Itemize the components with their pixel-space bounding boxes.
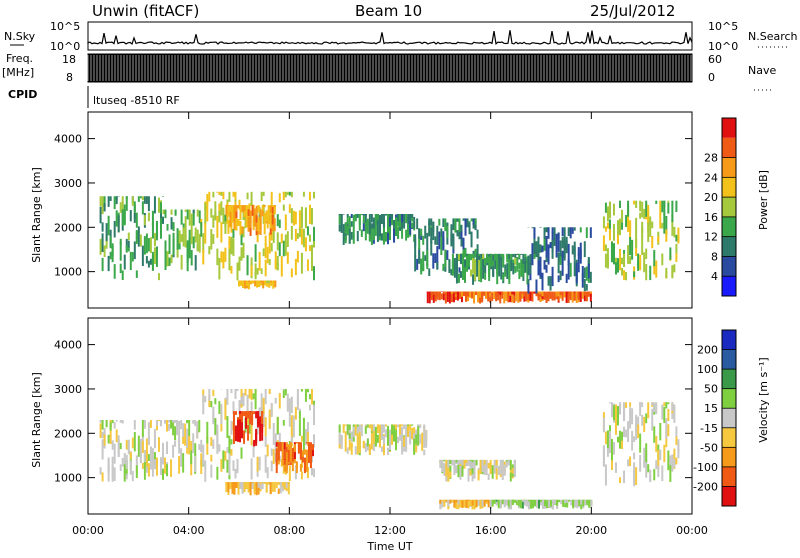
colorbar-segment: [722, 486, 736, 506]
colorbar-segment: [722, 369, 736, 389]
nsky-tick-top: 10^5: [50, 20, 80, 33]
x-tick-label: 16:00: [475, 524, 507, 537]
x-tick-label: 00:00: [676, 524, 708, 537]
y-tick-label: 1000: [54, 472, 82, 485]
power-panel-frame: [87, 111, 693, 309]
nsky-panel: [87, 21, 693, 51]
nsky-trace: [87, 30, 693, 46]
colorbar-tick-label: 4: [711, 270, 718, 283]
colorbar-segment: [722, 276, 736, 296]
power-ylabel: Slant Range [km]: [30, 167, 43, 263]
freq-tick-bottom: 8: [66, 71, 73, 84]
colorbar-segment: [722, 118, 736, 138]
nsearch-tick-bottom: 10^0: [708, 40, 738, 53]
x-tick-label: 12:00: [374, 524, 406, 537]
colorbar-segment: [722, 447, 736, 467]
velocity-colorbar: -200 -100 -50 -15 15 50 100 200: [693, 329, 737, 507]
freq-nave-trace: [87, 55, 692, 81]
colorbar-tick-label: 50: [704, 383, 718, 396]
colorbar-segment: [722, 157, 736, 178]
nsearch-tick-top: 10^5: [708, 20, 738, 33]
colorbar-tick-label: 20: [704, 191, 718, 204]
y-tick-label: 4000: [54, 339, 82, 352]
y-tick-label: 2000: [54, 221, 82, 234]
colorbar-frame: [721, 329, 737, 507]
y-tick-label: 4000: [54, 133, 82, 146]
colorbar-segment: [722, 408, 736, 428]
colorbar-segment: [722, 349, 736, 370]
colorbar-tick-label: 12: [704, 231, 718, 244]
velocity-colorbar-label: Velocity [m s⁻¹]: [757, 357, 770, 442]
y-tick-label: 1000: [54, 266, 82, 279]
header-station: Unwin (fitACF): [92, 2, 199, 20]
velocity-y-ticks: 1000 2000 3000 4000: [54, 339, 692, 485]
y-tick-label: 3000: [54, 177, 82, 190]
power-heatmap: [99, 191, 680, 304]
colorbar-tick-label: -15: [700, 422, 718, 435]
power-colorbar-label: Power [dB]: [757, 170, 770, 230]
velocity-heatmap: [99, 388, 680, 510]
x-tick-label: 08:00: [273, 524, 305, 537]
y-tick-label: 3000: [54, 383, 82, 396]
colorbar-segment: [722, 427, 736, 448]
colorbar-segment: [722, 197, 736, 217]
x-axis-label: Time UT: [366, 540, 412, 553]
colorbar-tick-label: 15: [704, 402, 718, 415]
nave-label: Nave: [748, 64, 776, 77]
header-beam: Beam 10: [355, 2, 422, 20]
power-y-ticks: 1000 2000 3000 4000: [54, 133, 692, 279]
colorbar-tick-label: 200: [697, 344, 718, 357]
freq-tick-top: 18: [62, 53, 76, 66]
freq-unit-label: [MHz]: [2, 66, 34, 79]
colorbar-segment: [722, 216, 736, 237]
nsearch-label: N.Search: [748, 30, 798, 43]
nsky-label: N.Sky: [4, 30, 36, 43]
y-tick-label: 2000: [54, 427, 82, 440]
header-date: 25/Jul/2012: [590, 2, 675, 20]
colorbar-tick-label: 24: [704, 171, 718, 184]
colorbar-segment: [722, 236, 736, 257]
colorbar-tick-label: -50: [700, 441, 718, 454]
colorbar-tick-label: -100: [693, 461, 718, 474]
nsky-line: [87, 30, 693, 46]
cpid-label: CPID: [8, 88, 37, 101]
nsky-tick-bottom: 10^0: [50, 40, 80, 53]
cpid-value: ltuseq -8510 RF: [93, 94, 180, 107]
x-tick-label: 04:00: [173, 524, 205, 537]
colorbar-segment: [722, 466, 736, 487]
colorbar-tick-label: 100: [697, 363, 718, 376]
colorbar-tick-label: -200: [693, 480, 718, 493]
nave-tick-top: 60: [708, 53, 722, 66]
colorbar-segment: [722, 177, 736, 198]
x-axis-ticks: 00:00 04:00 08:00 12:00 16:00 20:00 00:00: [72, 112, 708, 537]
freq-label: Freq.: [6, 52, 33, 65]
power-colorbar: 4 8 12 16 20 24 28: [704, 117, 737, 297]
colorbar-segment: [722, 256, 736, 277]
nave-tick-bottom: 0: [708, 71, 715, 84]
x-tick-label: 20:00: [575, 524, 607, 537]
freq-nave-panel: [87, 53, 693, 83]
colorbar-tick-label: 28: [704, 152, 718, 165]
colorbar-tick-label: 16: [704, 211, 718, 224]
velocity-ylabel: Slant Range [km]: [30, 372, 43, 468]
colorbar-segment: [722, 330, 736, 350]
colorbar-segment: [722, 137, 736, 158]
velocity-panel-frame: [87, 317, 693, 515]
x-tick-label: 00:00: [72, 524, 104, 537]
colorbar-frame: [721, 117, 737, 297]
colorbar-segment: [722, 388, 736, 409]
colorbar-tick-label: 8: [711, 250, 718, 263]
